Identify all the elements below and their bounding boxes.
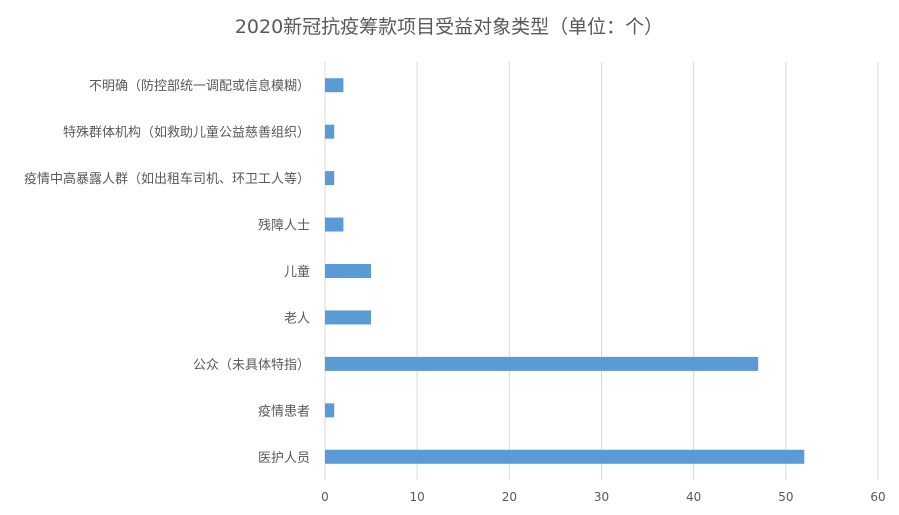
x-tick-label: 30 [594, 490, 609, 504]
bar [325, 124, 335, 139]
x-axis-tick-labels: 0 10 20 30 40 50 60 [321, 490, 885, 504]
bar [325, 264, 372, 278]
category-labels: 不明确（防控部统一调配或信息模糊） 特殊群体机构（如救助儿童公益慈善组织） 疫情中高… [24, 78, 310, 466]
category-label: 疫情患者 [258, 403, 310, 419]
category-label: 残障人士 [258, 219, 310, 234]
bar [325, 217, 344, 232]
category-label: 特殊群体机构（如救助儿童公益慈善组织） [63, 125, 310, 141]
category-label: 老人 [284, 311, 310, 326]
bars [325, 78, 805, 464]
category-label: 不明确（防控部统一调配或信息模糊） [89, 78, 310, 94]
bar [325, 403, 335, 418]
x-tick-label: 10 [410, 490, 425, 504]
bar [325, 78, 344, 93]
x-tick-label: 0 [321, 490, 329, 504]
bar [325, 356, 759, 371]
category-label: 儿童 [284, 264, 310, 280]
chart-title: 2020新冠抗疫筹款项目受益对象类型（单位：个） [235, 16, 663, 38]
bar [325, 310, 372, 325]
gridlines [324, 62, 879, 480]
x-tick-label: 60 [870, 490, 885, 504]
x-tick-label: 20 [502, 490, 517, 504]
bar [325, 171, 335, 186]
x-tick-label: 40 [686, 490, 701, 504]
category-label: 公众（未具体特指） [193, 358, 310, 373]
x-tick-label: 50 [778, 490, 793, 504]
category-label: 疫情中高暴露人群（如出租车司机、环卫工人等） [24, 171, 310, 187]
category-label: 医护人员 [258, 451, 310, 466]
bar [325, 449, 805, 464]
